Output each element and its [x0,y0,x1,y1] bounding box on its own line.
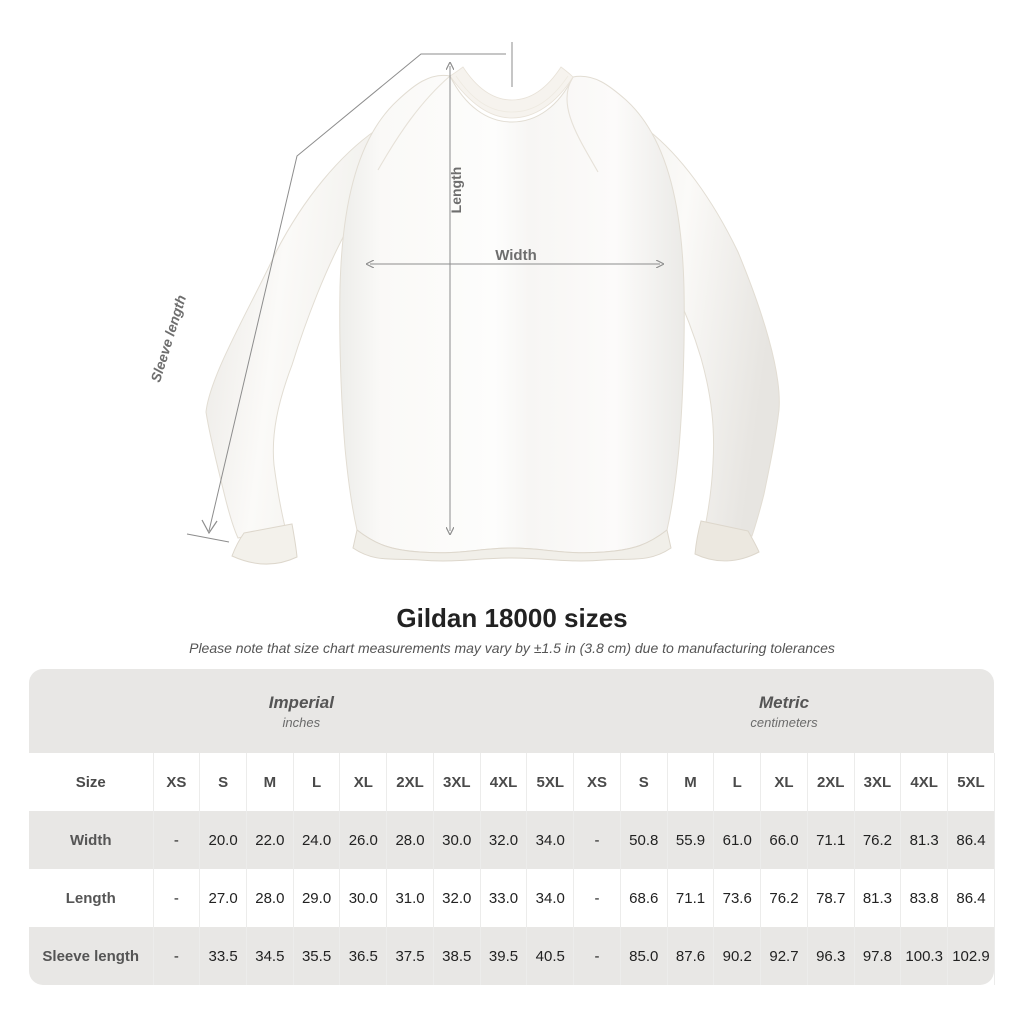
svg-text:Length: Length [448,167,464,214]
svg-text:Sleeve length: Sleeve length [147,293,189,384]
svg-text:Width: Width [495,247,537,264]
